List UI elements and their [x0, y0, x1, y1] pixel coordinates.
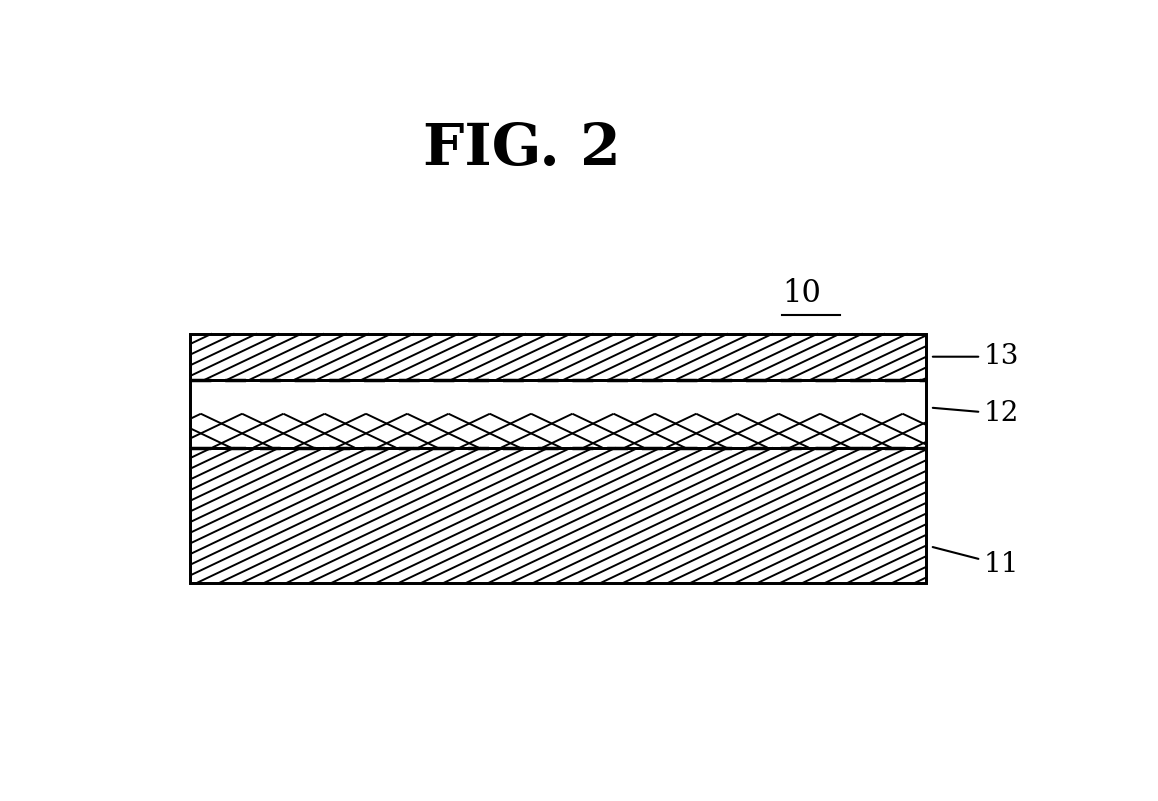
Text: 13: 13	[933, 343, 1019, 370]
Text: 12: 12	[933, 400, 1019, 427]
Bar	[190, 380, 925, 448]
Bar	[190, 333, 925, 380]
Text: 10: 10	[782, 278, 821, 309]
Text: 11: 11	[932, 547, 1019, 578]
Bar	[190, 448, 925, 583]
Bar	[190, 380, 925, 448]
Bar	[190, 448, 925, 583]
Text: FIG. 2: FIG. 2	[423, 121, 621, 177]
Bar	[190, 333, 925, 380]
